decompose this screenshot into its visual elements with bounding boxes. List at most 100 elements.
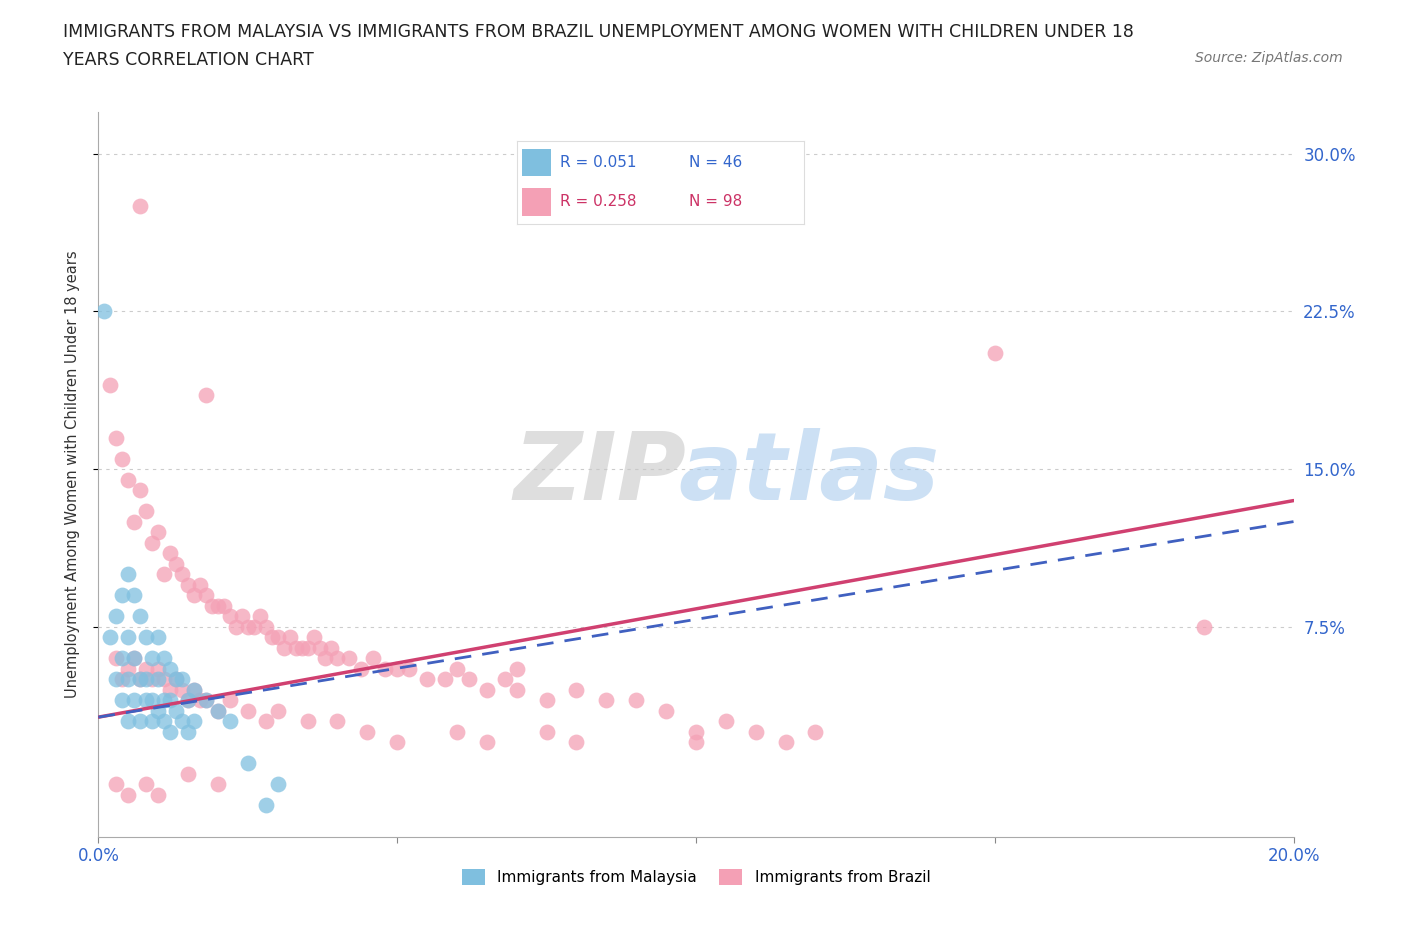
Point [177, 766, 200, 781]
Point [129, 483, 152, 498]
Point [243, 619, 266, 634]
Point [188, 578, 211, 592]
Point [153, 651, 176, 666]
Point [195, 693, 218, 708]
Point [249, 609, 271, 624]
Point [236, 703, 259, 718]
Point [117, 714, 139, 729]
Point [105, 671, 128, 686]
Point [124, 588, 146, 603]
Point [219, 609, 242, 624]
Point [207, 703, 229, 718]
Point [284, 641, 307, 656]
Point [148, 788, 170, 803]
Point [494, 671, 516, 686]
Point [207, 703, 229, 718]
Point [177, 693, 200, 708]
Legend: Immigrants from Malaysia, Immigrants from Brazil: Immigrants from Malaysia, Immigrants fro… [456, 863, 936, 891]
Point [685, 735, 707, 750]
Point [475, 683, 498, 698]
Point [254, 798, 277, 813]
Point [124, 693, 146, 708]
Point [714, 714, 737, 729]
Point [177, 724, 200, 739]
Point [398, 661, 420, 676]
Point [124, 651, 146, 666]
Point [291, 641, 314, 656]
Point [267, 630, 290, 644]
Point [129, 671, 152, 686]
Text: Source: ZipAtlas.com: Source: ZipAtlas.com [1195, 51, 1343, 65]
Point [212, 598, 235, 613]
Point [565, 199, 588, 214]
Point [117, 566, 139, 581]
Point [159, 724, 181, 739]
Point [111, 588, 134, 603]
Point [159, 661, 181, 676]
Point [135, 693, 157, 708]
Point [278, 630, 301, 644]
Point [984, 346, 1007, 361]
Point [141, 651, 163, 666]
Point [565, 683, 588, 698]
Point [111, 651, 134, 666]
Point [434, 671, 457, 686]
Point [165, 671, 187, 686]
Point [195, 588, 218, 603]
Point [804, 724, 827, 739]
Point [148, 661, 170, 676]
Point [153, 566, 176, 581]
Point [177, 578, 200, 592]
Point [141, 671, 163, 686]
Point [129, 671, 152, 686]
Y-axis label: Unemployment Among Women with Children Under 18 years: Unemployment Among Women with Children U… [65, 250, 80, 698]
Point [148, 630, 170, 644]
Point [153, 693, 176, 708]
Text: atlas: atlas [679, 429, 941, 520]
Point [129, 714, 152, 729]
Point [105, 777, 128, 791]
Point [626, 693, 648, 708]
Point [124, 651, 146, 666]
Point [685, 724, 707, 739]
Point [302, 630, 325, 644]
Point [105, 651, 128, 666]
Point [458, 671, 481, 686]
Point [135, 504, 157, 519]
Point [195, 693, 218, 708]
Point [183, 714, 205, 729]
Point [117, 630, 139, 644]
Point [195, 388, 218, 403]
Point [260, 630, 283, 644]
Point [105, 430, 128, 445]
Point [236, 619, 259, 634]
Point [273, 641, 295, 656]
Point [219, 714, 242, 729]
Point [326, 651, 349, 666]
Point [172, 566, 194, 581]
Point [98, 378, 122, 392]
Point [135, 777, 157, 791]
Text: YEARS CORRELATION CHART: YEARS CORRELATION CHART [63, 51, 314, 69]
Point [117, 661, 139, 676]
Point [1192, 619, 1215, 634]
Point [105, 609, 128, 624]
Point [536, 693, 558, 708]
Point [207, 777, 229, 791]
Point [254, 714, 277, 729]
Point [98, 630, 122, 644]
Point [655, 703, 678, 718]
Text: IMMIGRANTS FROM MALAYSIA VS IMMIGRANTS FROM BRAZIL UNEMPLOYMENT AMONG WOMEN WITH: IMMIGRANTS FROM MALAYSIA VS IMMIGRANTS F… [63, 23, 1135, 41]
Point [159, 546, 181, 561]
Point [506, 683, 529, 698]
Point [183, 683, 205, 698]
Point [297, 641, 319, 656]
Point [111, 671, 134, 686]
Point [219, 693, 242, 708]
Point [159, 693, 181, 708]
Point [111, 693, 134, 708]
Point [326, 714, 349, 729]
Point [165, 671, 187, 686]
Point [315, 651, 337, 666]
Point [506, 661, 529, 676]
